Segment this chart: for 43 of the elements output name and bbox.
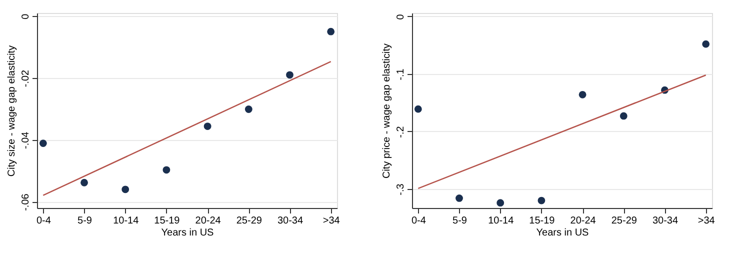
x-tick-label: 5-9 (452, 216, 468, 226)
x-tick-label: 20-24 (570, 216, 596, 226)
y-tick-label: 0 (396, 14, 406, 20)
y-tick-label: -.04 (20, 131, 32, 150)
y-tick-label: -.3 (396, 183, 406, 196)
point (122, 186, 130, 194)
x-axis-title: Years in US (161, 228, 214, 238)
point (496, 199, 504, 207)
point (162, 166, 170, 174)
point (244, 106, 252, 113)
x-axis-title: Years in US (536, 228, 590, 238)
point (327, 28, 335, 36)
x-tick-label: 5-9 (78, 216, 92, 226)
x-tick-label: 25-29 (611, 216, 638, 226)
point (414, 105, 422, 113)
point (620, 112, 628, 120)
point (80, 178, 88, 186)
x-tick-label: 15-19 (529, 216, 556, 226)
y-tick-label: -.2 (396, 126, 406, 138)
x-tick-label: 0-4 (411, 216, 426, 226)
y-tick-label: 0 (20, 13, 32, 20)
x-tick-label: 10-14 (488, 216, 514, 226)
y-axis-title: City size - wage gap elasticity (6, 45, 18, 177)
x-tick-label: >34 (698, 216, 716, 226)
y-tick-label: -.1 (396, 68, 406, 80)
point (456, 194, 463, 202)
x-tick-label: 0-4 (36, 216, 52, 226)
point (286, 71, 294, 79)
y-axis-title: City price - wage gap elasticity (382, 43, 392, 179)
point (204, 122, 212, 130)
x-tick-label: 30-34 (652, 216, 678, 226)
point (702, 40, 710, 48)
point (538, 196, 546, 204)
x-tick-label: 25-29 (236, 216, 262, 226)
x-tick-label: 10-14 (113, 216, 140, 226)
x-tick-label: 30-34 (277, 216, 304, 226)
y-tick-label: -.02 (20, 69, 32, 88)
x-tick-label: 20-24 (195, 216, 222, 226)
x-tick-label: >34 (322, 216, 340, 226)
point (39, 140, 47, 148)
x-tick-label: 15-19 (154, 216, 180, 226)
y-tick-label: -.06 (20, 193, 32, 211)
point (578, 90, 586, 98)
